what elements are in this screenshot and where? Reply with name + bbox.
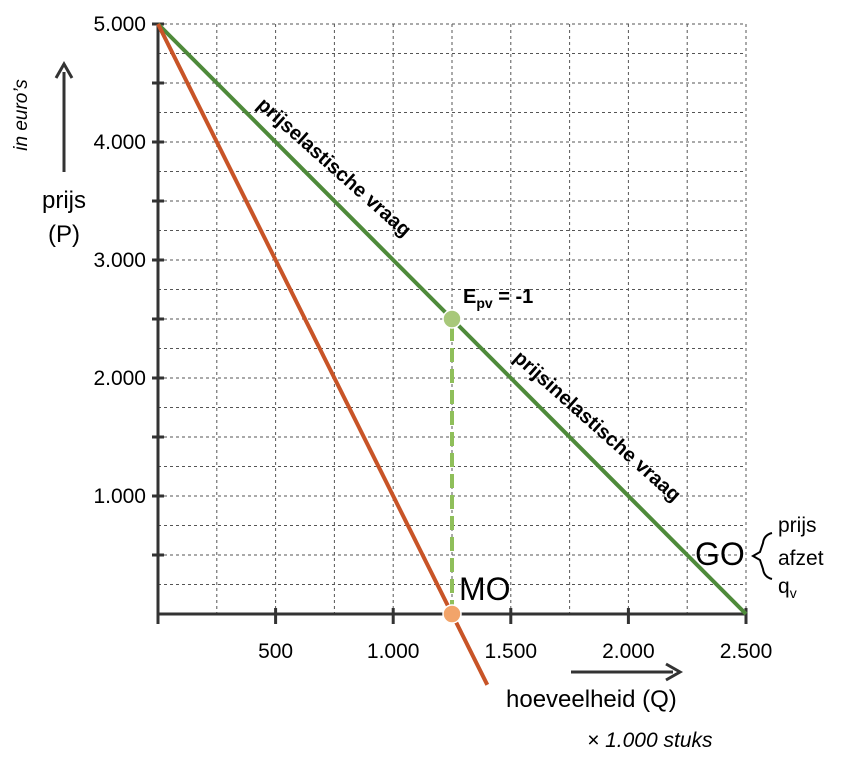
y-tick-label: 1.000 xyxy=(93,485,146,508)
inelastic-demand-label: prijsinelastische vraag xyxy=(509,347,685,507)
x-tick-label: 2.500 xyxy=(720,640,773,663)
mo-label: MO xyxy=(459,571,511,607)
ticks: 500 1.000 1.500 2.000 2.500 1.000 2.000 3.000 4.… xyxy=(93,13,772,663)
unit-elasticity-point xyxy=(442,309,462,329)
y-axis-label-line2: (P) xyxy=(48,221,80,248)
y-arrow-icon xyxy=(54,60,74,172)
y-tick-label: 3.000 xyxy=(93,249,146,272)
x-axis-label: hoeveelheid (Q) xyxy=(506,686,677,713)
x-tick-label: 1.500 xyxy=(485,640,538,663)
x-arrow-icon xyxy=(571,662,684,682)
go-brace-sales: afzet xyxy=(778,547,824,570)
elasticity-label: Epv = -1 xyxy=(463,286,533,311)
y-unit-label: in euro’s xyxy=(11,79,32,151)
x-tick-label: 2.000 xyxy=(602,640,655,663)
y-tick-label: 5.000 xyxy=(93,13,146,36)
mo-zero-point xyxy=(442,604,462,624)
go-label: GO xyxy=(695,536,745,572)
series-mo-line xyxy=(156,23,490,686)
x-tick-label: 500 xyxy=(258,640,293,663)
x-tick-label: 1.000 xyxy=(367,640,420,663)
go-brace-qv: qv xyxy=(778,575,797,601)
go-brace-icon xyxy=(750,532,773,580)
y-axis-label-line1: prijs xyxy=(42,187,86,214)
go-brace-price: prijs xyxy=(778,514,817,537)
y-tick-label: 4.000 xyxy=(93,131,146,154)
x-unit-label: × 1.000 stuks xyxy=(587,729,713,752)
y-tick-label: 2.000 xyxy=(93,367,146,390)
markers xyxy=(442,309,462,624)
